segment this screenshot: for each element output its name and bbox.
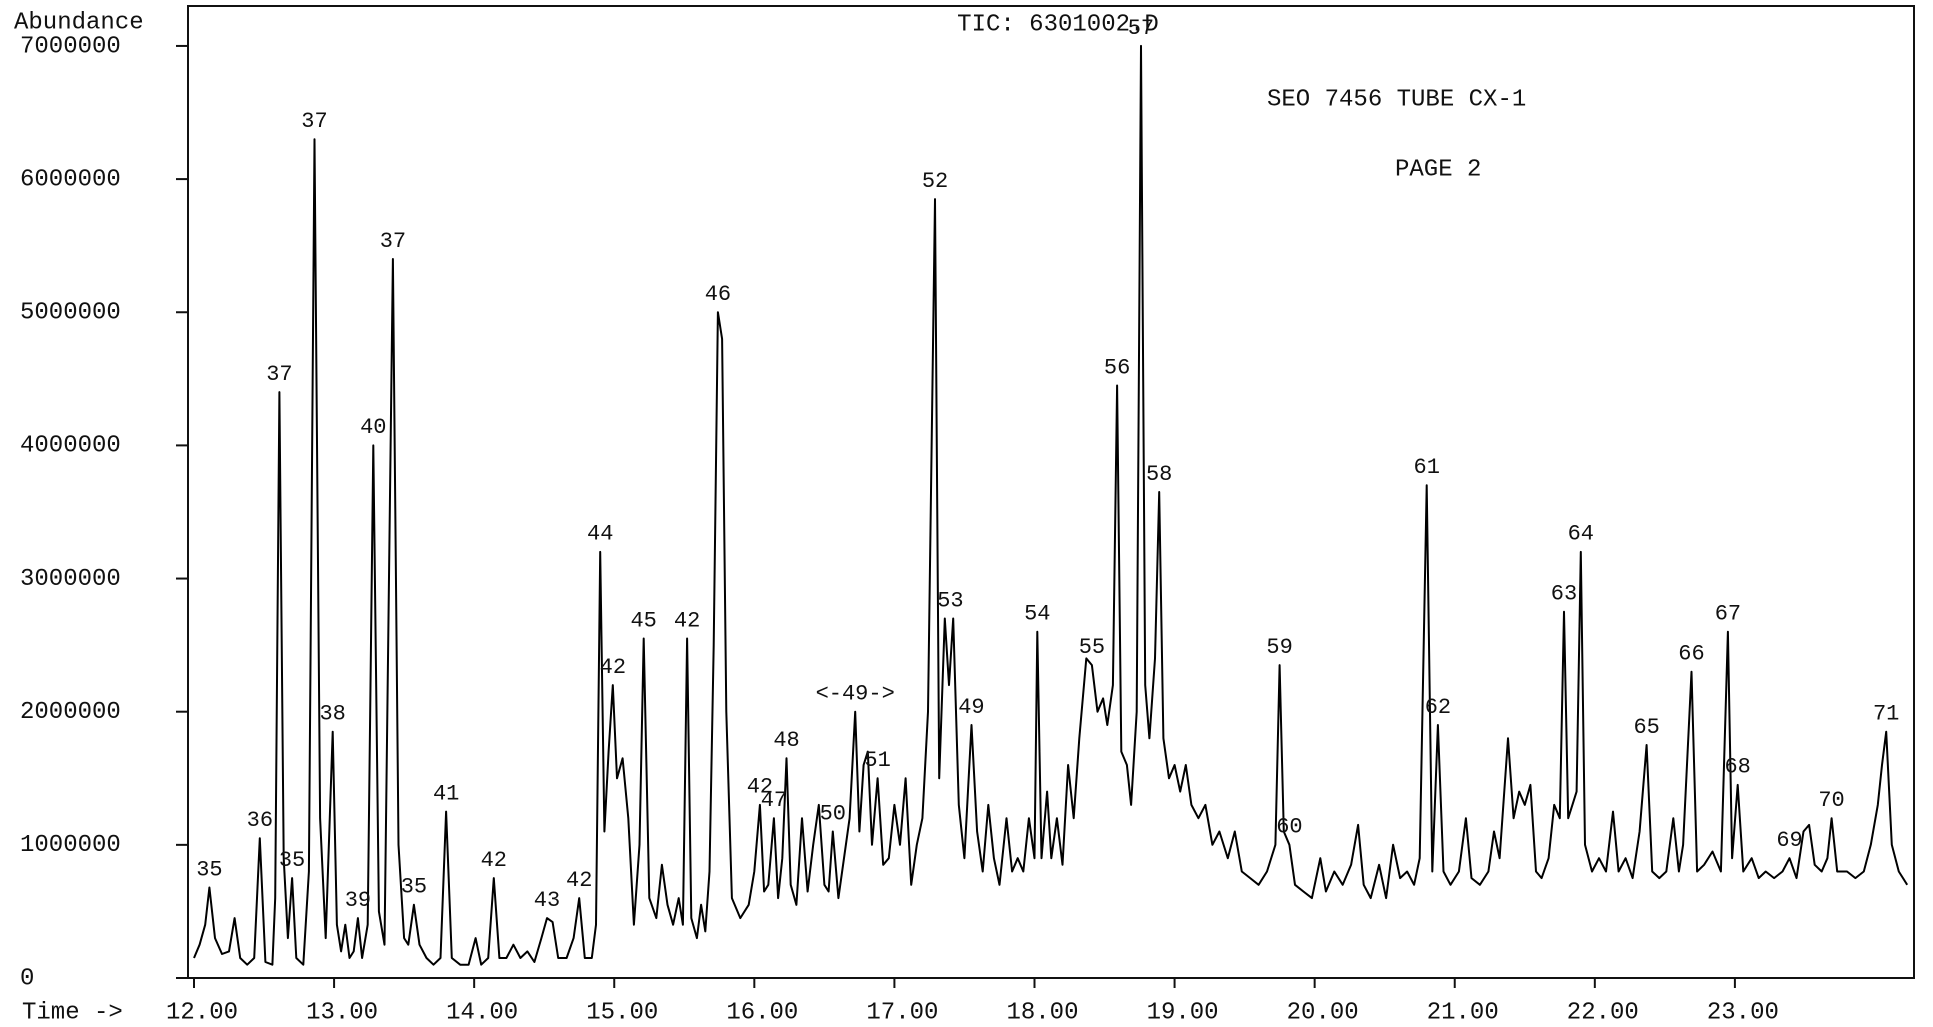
x-tick-label: 12.00 xyxy=(166,999,238,1026)
peak-label: <-49-> xyxy=(816,682,895,707)
note: PAGE 2 xyxy=(1395,156,1481,183)
x-tick-label: 23.00 xyxy=(1707,999,1779,1026)
peak-label: 67 xyxy=(1715,602,1741,627)
x-tick-label: 16.00 xyxy=(726,999,798,1026)
chart-title: TIC: 6301002.D xyxy=(957,11,1159,38)
peak-label: 57 xyxy=(1128,16,1154,41)
y-tick-label: 7000000 xyxy=(20,33,121,60)
peak-label: 65 xyxy=(1633,715,1659,740)
peak-label: 42 xyxy=(674,608,700,633)
x-tick-label: 19.00 xyxy=(1147,999,1219,1026)
x-tick-label: 18.00 xyxy=(1006,999,1078,1026)
y-tick-label: 4000000 xyxy=(20,433,121,460)
peak-label: 64 xyxy=(1568,522,1594,547)
peak-label: 53 xyxy=(937,588,963,613)
peak-label: 37 xyxy=(266,362,292,387)
peak-label: 68 xyxy=(1724,755,1750,780)
peak-label: 44 xyxy=(587,522,613,547)
peak-label: 58 xyxy=(1146,462,1172,487)
y-tick-label: 0 xyxy=(20,965,34,992)
peak-label: 40 xyxy=(360,415,386,440)
y-axis-label: Abundance xyxy=(14,9,144,36)
peak-label: 46 xyxy=(705,282,731,307)
peak-label: 56 xyxy=(1104,355,1130,380)
plot-frame xyxy=(187,5,1915,979)
peak-label: 35 xyxy=(401,875,427,900)
peak-label: 35 xyxy=(196,857,222,882)
peak-label: 35 xyxy=(279,848,305,873)
peak-label: 42 xyxy=(600,655,626,680)
peak-label: 42 xyxy=(566,868,592,893)
peak-label: 42 xyxy=(747,775,773,800)
peak-label: 41 xyxy=(433,781,459,806)
peak-label: 43 xyxy=(534,888,560,913)
peak-label: 63 xyxy=(1551,582,1577,607)
peak-label: 50 xyxy=(820,801,846,826)
peak-label: 54 xyxy=(1024,602,1050,627)
trace-line xyxy=(193,44,1909,966)
peak-label: 45 xyxy=(630,608,656,633)
note: SEO 7456 TUBE CX-1 xyxy=(1267,86,1526,113)
peak-label: 60 xyxy=(1276,815,1302,840)
peak-label: 52 xyxy=(922,169,948,194)
x-tick-label: 20.00 xyxy=(1287,999,1359,1026)
peak-label: 39 xyxy=(345,888,371,913)
x-tick-label: 17.00 xyxy=(866,999,938,1026)
x-tick-label: 21.00 xyxy=(1427,999,1499,1026)
x-tick-label: 13.00 xyxy=(306,999,378,1026)
x-tick-label: 22.00 xyxy=(1567,999,1639,1026)
peak-label: 66 xyxy=(1678,642,1704,667)
peak-label: 70 xyxy=(1818,788,1844,813)
y-tick-label: 3000000 xyxy=(20,566,121,593)
x-tick-label: 15.00 xyxy=(586,999,658,1026)
peak-label: 61 xyxy=(1414,455,1440,480)
peak-label: 37 xyxy=(380,229,406,254)
y-tick-label: 6000000 xyxy=(20,166,121,193)
y-tick-label: 2000000 xyxy=(20,699,121,726)
peak-label: 55 xyxy=(1079,635,1105,660)
peak-label: 37 xyxy=(301,109,327,134)
peak-label: 38 xyxy=(319,701,345,726)
y-tick-label: 5000000 xyxy=(20,300,121,327)
peak-label: 62 xyxy=(1425,695,1451,720)
x-tick-label: 14.00 xyxy=(446,999,518,1026)
peak-label: 48 xyxy=(773,728,799,753)
peak-label: 42 xyxy=(481,848,507,873)
peak-label: 47 xyxy=(761,788,787,813)
peak-label: 36 xyxy=(247,808,273,833)
peak-label: 59 xyxy=(1266,635,1292,660)
peak-label: 51 xyxy=(864,748,890,773)
y-tick-label: 1000000 xyxy=(20,832,121,859)
peak-label: 71 xyxy=(1873,701,1899,726)
peak-label: 49 xyxy=(958,695,984,720)
peak-label: 69 xyxy=(1776,828,1802,853)
x-axis-label: Time -> xyxy=(22,999,123,1026)
